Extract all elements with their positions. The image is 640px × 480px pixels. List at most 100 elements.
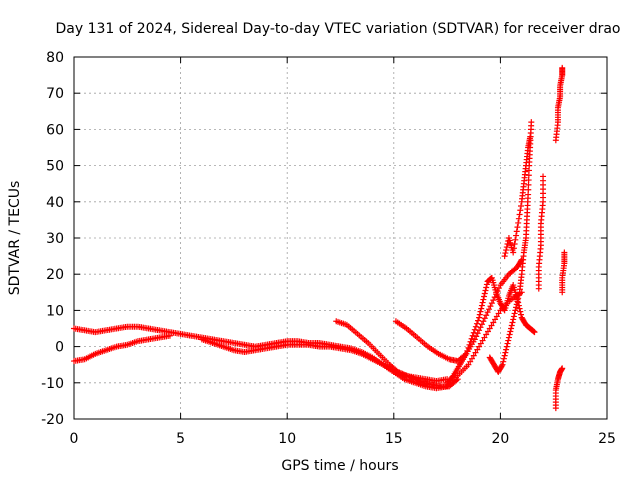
series-trace-i <box>535 173 547 292</box>
data-point <box>516 305 523 312</box>
data-point <box>472 323 479 330</box>
data-point <box>487 303 494 310</box>
data-point <box>559 64 566 71</box>
data-point <box>491 294 498 301</box>
data-point <box>508 325 515 332</box>
series-trace-a <box>71 323 451 384</box>
x-tick-label: 0 <box>70 431 79 447</box>
data-point <box>464 347 471 354</box>
data-point <box>482 287 489 294</box>
y-tick-label: -10 <box>41 376 64 392</box>
data-point <box>503 343 510 350</box>
data-point <box>503 247 510 254</box>
y-axis-label: SDTVAR / TECUs <box>7 181 23 296</box>
data-point <box>483 312 490 319</box>
data-point <box>467 358 474 365</box>
data-point <box>510 313 517 320</box>
data-point <box>488 300 495 307</box>
data-point <box>166 332 173 339</box>
x-tick-label: 5 <box>176 431 185 447</box>
data-point <box>476 311 483 318</box>
data-point <box>515 215 522 222</box>
data-point <box>490 297 497 304</box>
y-tick-label: 20 <box>46 267 64 283</box>
data-point <box>501 253 508 260</box>
data-point <box>514 298 521 305</box>
data-point <box>476 343 483 350</box>
y-tick-label: 10 <box>46 303 64 319</box>
data-point <box>465 361 472 368</box>
data-point <box>530 328 537 335</box>
data-point <box>510 316 517 323</box>
x-tick-label: 25 <box>598 431 616 447</box>
data-point <box>490 319 497 326</box>
data-point <box>483 284 490 291</box>
data-point <box>502 250 509 257</box>
data-point <box>471 336 478 343</box>
data-point <box>515 295 522 302</box>
data-point <box>484 328 491 335</box>
data-point <box>469 332 476 339</box>
data-point <box>513 228 520 235</box>
data-point <box>481 334 488 341</box>
data-point <box>454 376 461 383</box>
data-point <box>471 326 478 333</box>
data-point <box>518 311 525 318</box>
data-point <box>559 365 566 372</box>
data-point <box>470 329 477 336</box>
data-point <box>540 173 547 180</box>
data-point <box>527 133 534 140</box>
series-trace-d <box>333 318 461 390</box>
data-point <box>500 358 507 365</box>
data-point <box>512 307 519 314</box>
y-tick-label: 70 <box>46 86 64 102</box>
y-tick-label: -20 <box>41 412 64 428</box>
series-trace-b <box>71 332 173 365</box>
data-point <box>500 355 507 362</box>
data-point <box>474 346 481 353</box>
y-tick-label: 80 <box>46 50 64 66</box>
y-tick-label: 60 <box>46 122 64 138</box>
data-point <box>505 337 512 344</box>
data-point <box>484 309 491 316</box>
data-point <box>499 361 506 368</box>
data-point <box>486 306 493 313</box>
series-trace-k <box>552 64 566 144</box>
data-point <box>468 355 475 362</box>
data-point <box>504 241 511 248</box>
data-point <box>511 241 518 248</box>
data-point <box>495 310 502 317</box>
data-point <box>504 340 511 347</box>
data-point <box>515 292 522 299</box>
data-point <box>478 305 485 312</box>
data-point <box>517 308 524 315</box>
data-point <box>477 324 484 331</box>
data-point <box>493 313 500 320</box>
data-point <box>516 211 523 218</box>
data-point <box>510 245 517 252</box>
data-point <box>511 310 518 317</box>
data-point <box>518 203 525 210</box>
data-point <box>507 328 514 335</box>
data-point <box>486 325 493 332</box>
data-point <box>492 316 499 323</box>
data-point <box>479 299 486 306</box>
data-point <box>477 340 484 347</box>
data-point <box>488 322 495 329</box>
data-point <box>508 322 515 329</box>
series-trace-h <box>501 133 534 260</box>
data-point <box>466 341 473 348</box>
data-point <box>474 330 481 337</box>
data-points <box>71 64 568 412</box>
data-point <box>503 346 510 353</box>
data-point <box>473 333 480 340</box>
y-tick-label: 50 <box>46 159 64 175</box>
data-point <box>449 373 456 380</box>
data-point <box>505 334 512 341</box>
data-point <box>467 338 474 345</box>
data-point <box>483 331 490 338</box>
data-point <box>513 301 520 308</box>
x-tick-label: 10 <box>278 431 296 447</box>
series-trace-g <box>486 119 535 375</box>
series-trace-j <box>552 365 566 412</box>
